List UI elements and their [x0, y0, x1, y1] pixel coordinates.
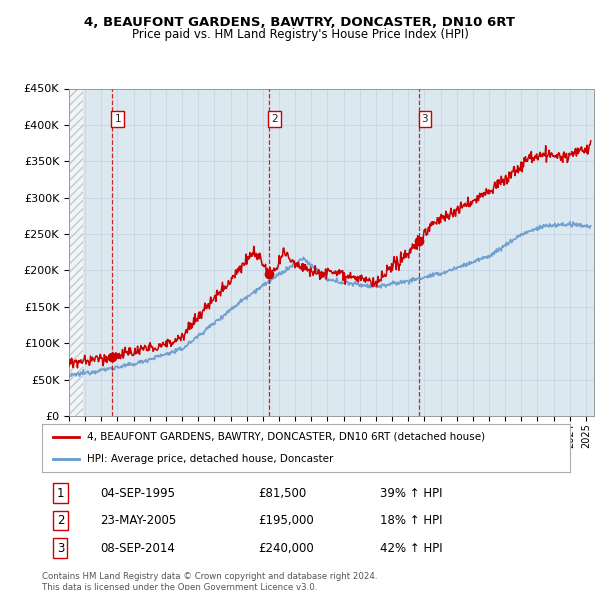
Text: 08-SEP-2014: 08-SEP-2014 — [100, 542, 175, 555]
Text: 1: 1 — [57, 487, 64, 500]
Text: 04-SEP-1995: 04-SEP-1995 — [100, 487, 175, 500]
Text: 2: 2 — [57, 514, 64, 527]
Text: 2: 2 — [272, 114, 278, 124]
Text: 4, BEAUFONT GARDENS, BAWTRY, DONCASTER, DN10 6RT: 4, BEAUFONT GARDENS, BAWTRY, DONCASTER, … — [85, 16, 515, 29]
Text: 3: 3 — [422, 114, 428, 124]
Text: £195,000: £195,000 — [259, 514, 314, 527]
Text: 4, BEAUFONT GARDENS, BAWTRY, DONCASTER, DN10 6RT (detached house): 4, BEAUFONT GARDENS, BAWTRY, DONCASTER, … — [87, 432, 485, 442]
Text: 18% ↑ HPI: 18% ↑ HPI — [380, 514, 442, 527]
Bar — [69, 88, 83, 416]
Text: £240,000: £240,000 — [259, 542, 314, 555]
Text: 1: 1 — [115, 114, 121, 124]
Text: £81,500: £81,500 — [259, 487, 307, 500]
Text: 39% ↑ HPI: 39% ↑ HPI — [380, 487, 442, 500]
Text: HPI: Average price, detached house, Doncaster: HPI: Average price, detached house, Donc… — [87, 454, 333, 464]
Text: Contains HM Land Registry data © Crown copyright and database right 2024.: Contains HM Land Registry data © Crown c… — [42, 572, 377, 581]
Text: 42% ↑ HPI: 42% ↑ HPI — [380, 542, 443, 555]
Text: This data is licensed under the Open Government Licence v3.0.: This data is licensed under the Open Gov… — [42, 583, 317, 590]
Text: 3: 3 — [57, 542, 64, 555]
Text: Price paid vs. HM Land Registry's House Price Index (HPI): Price paid vs. HM Land Registry's House … — [131, 28, 469, 41]
Text: 23-MAY-2005: 23-MAY-2005 — [100, 514, 176, 527]
